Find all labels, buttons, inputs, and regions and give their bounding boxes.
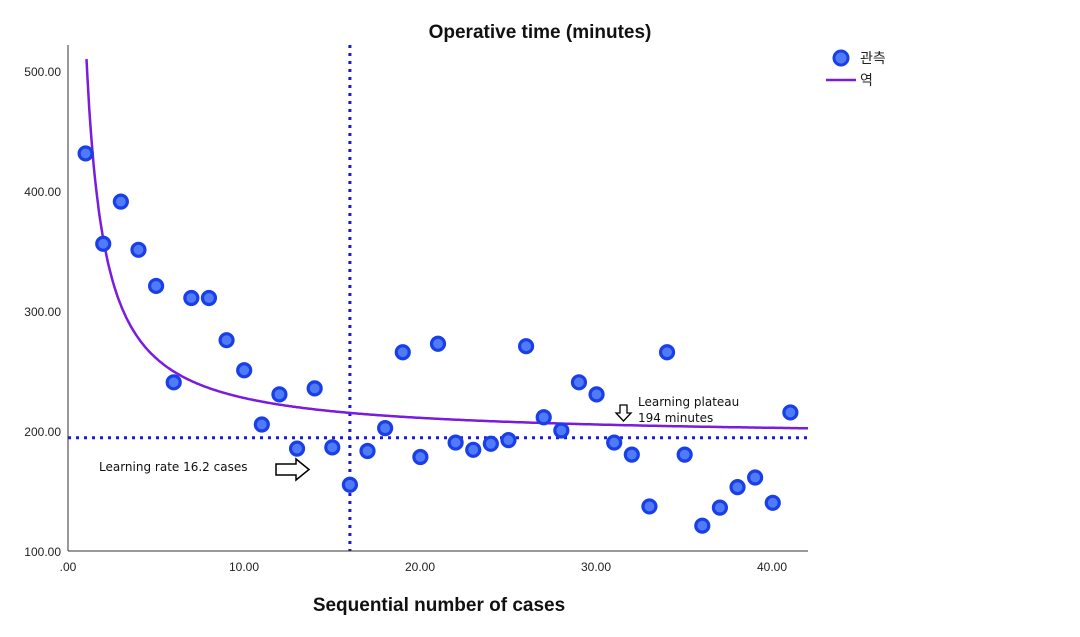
data-point [218, 332, 235, 349]
data-point [606, 434, 623, 451]
data-point [764, 494, 781, 511]
x-tick-label: 30.00 [581, 560, 611, 574]
y-tick-label: 100.00 [24, 545, 61, 559]
data-point [447, 434, 464, 451]
learning-rate-annotation: Learning rate 16.2 cases [99, 460, 247, 474]
data-point [130, 241, 147, 258]
x-tick-label: 40.00 [757, 560, 787, 574]
data-point [694, 517, 711, 534]
legend: 관측 역 [826, 49, 886, 89]
data-point [711, 499, 729, 516]
y-tick-label: 400.00 [24, 185, 61, 199]
data-point [359, 442, 376, 460]
data-point [236, 362, 253, 379]
chart-title: Operative time (minutes) [429, 22, 652, 43]
data-point [306, 380, 323, 397]
data-point [747, 469, 764, 486]
data-point [570, 374, 588, 391]
data-point [77, 145, 94, 162]
data-point [641, 498, 658, 515]
x-axis-label: Sequential number of cases [313, 595, 565, 616]
data-point [623, 446, 640, 463]
x-tick-label: 10.00 [229, 560, 259, 574]
right-arrow-icon [275, 457, 311, 482]
data-point [553, 422, 570, 439]
x-tick-label: .00 [60, 560, 77, 574]
data-point [147, 277, 165, 295]
down-arrow-icon [614, 404, 633, 422]
data-point [500, 432, 517, 449]
data-point [412, 448, 429, 466]
data-point [377, 420, 394, 437]
data-point [729, 479, 746, 496]
y-tick-label: 300.00 [24, 305, 61, 319]
data-point [253, 416, 270, 433]
data-point [465, 441, 482, 458]
data-point [200, 289, 218, 307]
legend-observed-marker [832, 49, 850, 67]
data-point [271, 386, 288, 403]
legend-fit-label: 역 [860, 73, 873, 89]
plateau-annotation-line2: 194 minutes [638, 411, 713, 425]
x-tick-label: 20.00 [405, 560, 435, 574]
data-point [183, 289, 200, 307]
data-point [95, 235, 112, 252]
data-point [112, 193, 129, 210]
data-point [429, 335, 447, 352]
y-tick-label: 200.00 [24, 425, 61, 439]
y-tick-label: 500.00 [24, 65, 61, 79]
legend-observed-label: 관측 [860, 51, 886, 67]
data-point [535, 409, 552, 426]
plateau-annotation-line1: Learning plateau [638, 395, 739, 409]
plot-area [68, 45, 808, 551]
data-point [676, 446, 693, 463]
data-point [341, 476, 359, 493]
data-point [482, 435, 499, 452]
data-point [394, 344, 411, 361]
fit-curve-line [85, 59, 808, 430]
data-point [517, 338, 535, 355]
data-point [165, 374, 182, 391]
data-point [588, 386, 605, 403]
data-point [658, 344, 676, 361]
data-point [782, 404, 799, 421]
data-point [324, 439, 341, 456]
data-point [288, 440, 306, 457]
